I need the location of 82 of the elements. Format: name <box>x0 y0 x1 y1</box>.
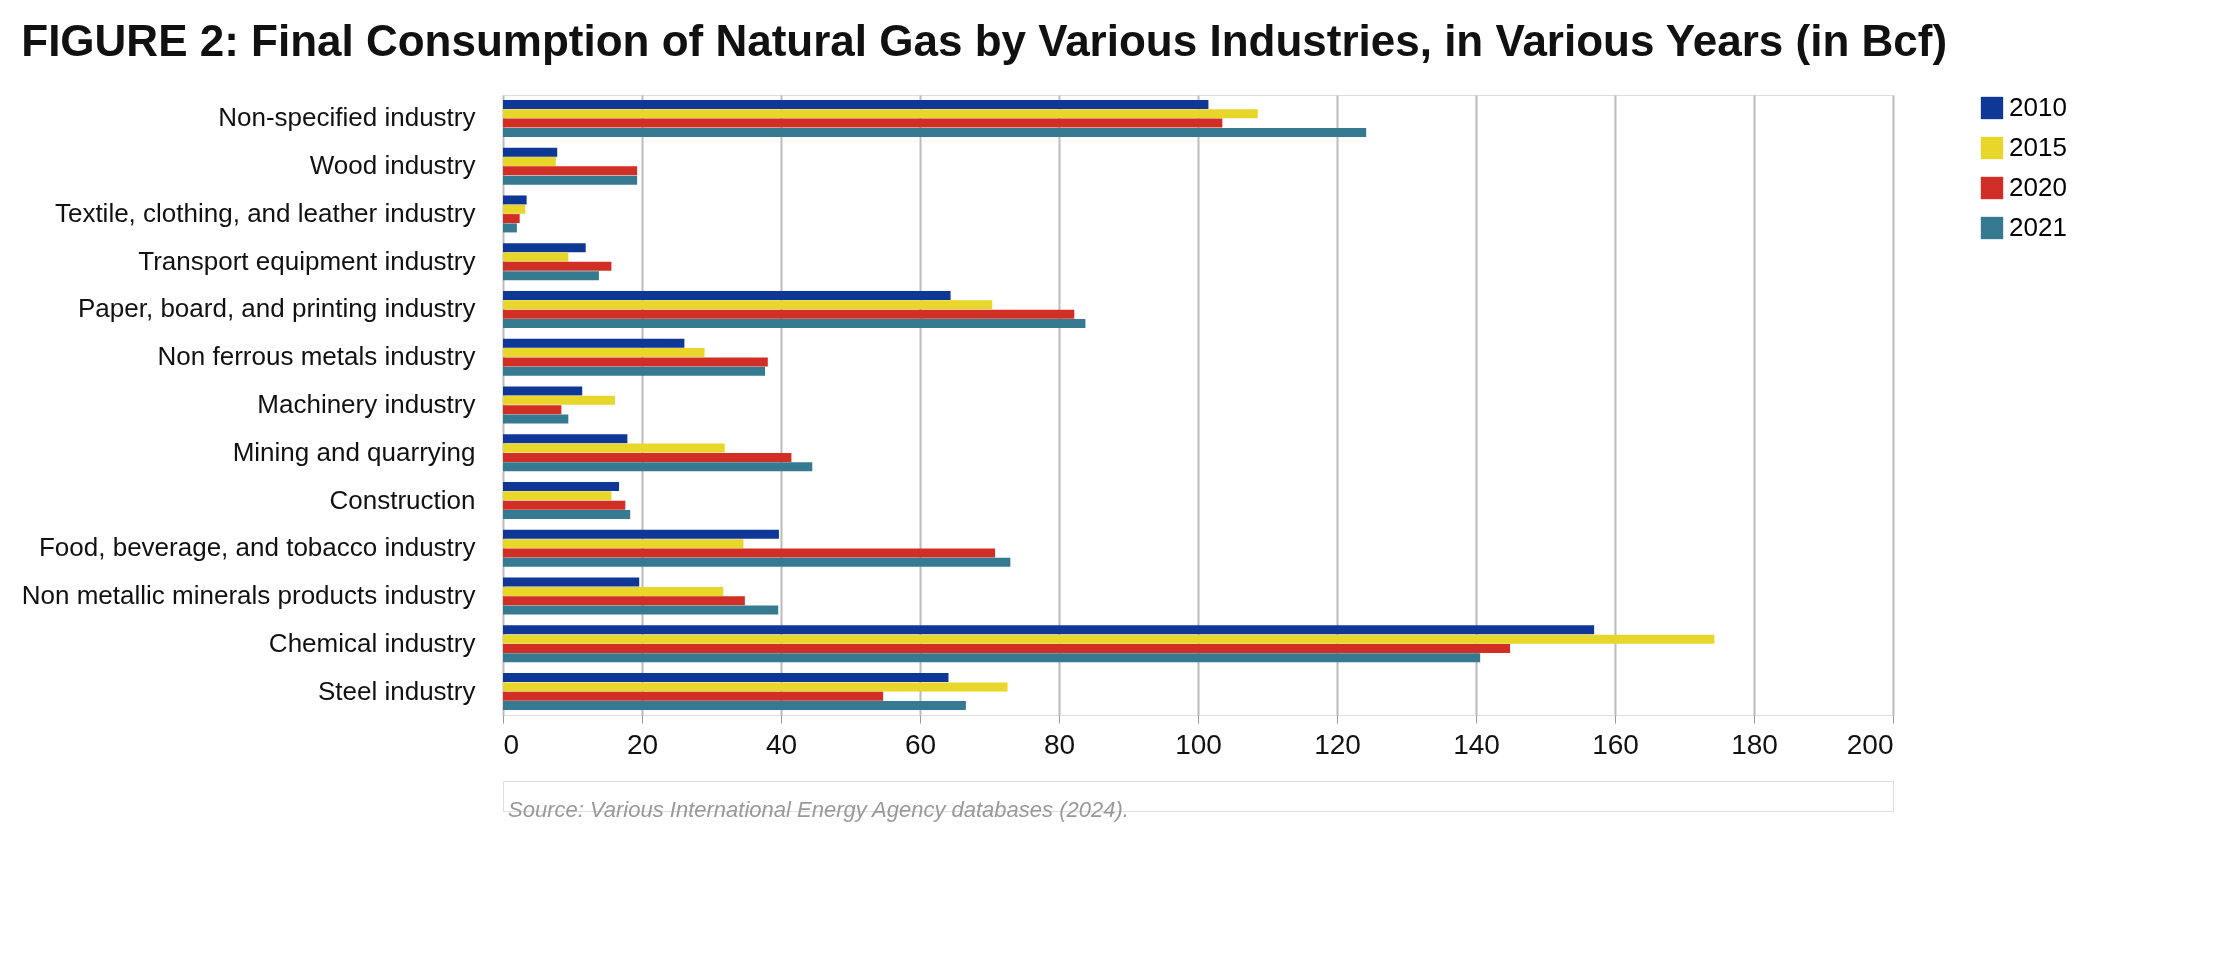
bar <box>503 434 628 444</box>
bar <box>503 529 779 539</box>
bar <box>503 482 620 492</box>
y-tick-label: Non ferrous metals industry <box>157 341 476 372</box>
x-tick-label: 200 <box>1846 728 1894 760</box>
bar <box>503 653 1481 663</box>
y-tick-label: Chemical industry <box>268 627 476 658</box>
bar <box>503 605 779 615</box>
y-tick-label: Food, beverage, and tobacco industry <box>38 532 476 563</box>
bar <box>503 309 1075 319</box>
legend-label: 2010 <box>2009 92 2067 122</box>
bar <box>503 491 612 501</box>
bar <box>503 643 1511 653</box>
x-tick-label: 20 <box>626 728 659 760</box>
bar <box>503 539 744 549</box>
bar <box>503 395 615 405</box>
y-tick-label: Non-specified industry <box>218 102 476 133</box>
bar <box>503 405 562 415</box>
bar <box>503 338 685 348</box>
bar <box>503 175 638 185</box>
bar <box>503 214 520 224</box>
bar <box>503 625 1595 635</box>
legend-label: 2021 <box>2009 212 2067 242</box>
bar <box>503 271 599 281</box>
bar <box>503 109 1258 119</box>
bar <box>503 682 1008 692</box>
x-tick-label: 60 <box>904 728 937 760</box>
bar <box>503 586 724 596</box>
y-tick-label: Transport equipment industry <box>138 245 476 276</box>
bar <box>503 691 884 701</box>
y-tick-label: Paper, board, and printing industry <box>78 293 476 324</box>
source-note: Source: Various International Energy Agency databases (2024). <box>508 797 1129 822</box>
y-tick-label: Textile, clothing, and leather industry <box>54 197 476 228</box>
x-tick-label: 120 <box>1314 728 1361 760</box>
y-tick-label: Machinery industry <box>257 389 476 419</box>
bar <box>503 223 517 233</box>
bar <box>503 414 569 424</box>
y-tick-label: Wood industry <box>309 150 476 181</box>
y-tick-label: Non metallic minerals products industry <box>21 580 476 611</box>
y-tick-label: Steel industry <box>317 675 476 706</box>
bar <box>503 462 813 472</box>
legend-label: 2015 <box>2009 132 2067 162</box>
bar <box>503 366 766 376</box>
x-tick-label: 140 <box>1453 728 1500 760</box>
x-tick-label: 100 <box>1175 728 1222 760</box>
bar <box>503 510 631 519</box>
bar <box>503 548 996 558</box>
bar <box>503 252 569 262</box>
chart-title: FIGURE 2: Final Consumption of Natural Gas by Various Industries, in Various Years (in Bcf) <box>21 16 1948 65</box>
bar <box>503 157 556 167</box>
bar <box>503 577 640 587</box>
bar <box>503 701 966 711</box>
bar <box>503 147 558 157</box>
bar <box>503 634 1715 644</box>
bar <box>503 204 526 214</box>
bar <box>503 596 745 606</box>
bar <box>503 261 612 271</box>
bar <box>503 673 949 683</box>
bar <box>503 166 638 176</box>
bar <box>503 348 705 358</box>
bar <box>503 291 951 300</box>
bar <box>503 500 626 510</box>
x-tick-label: 80 <box>1043 728 1076 760</box>
x-tick-label: 160 <box>1592 728 1639 760</box>
bar <box>503 452 792 462</box>
legend-label: 2020 <box>2009 172 2067 202</box>
x-tick-label: 40 <box>765 728 798 760</box>
bar <box>503 243 586 253</box>
bar <box>503 195 527 205</box>
bar <box>503 118 1223 128</box>
bar <box>503 357 768 367</box>
bar <box>503 386 583 396</box>
bar <box>503 318 1086 328</box>
bar <box>503 99 1209 109</box>
x-tick-label: 0 <box>503 728 520 760</box>
bar <box>503 557 1011 567</box>
y-tick-label: Construction <box>329 484 476 515</box>
y-tick-label: Mining and quarrying <box>232 436 476 467</box>
bar <box>503 300 993 310</box>
bar <box>503 443 725 453</box>
x-tick-label: 180 <box>1731 728 1778 760</box>
bar <box>503 127 1367 137</box>
